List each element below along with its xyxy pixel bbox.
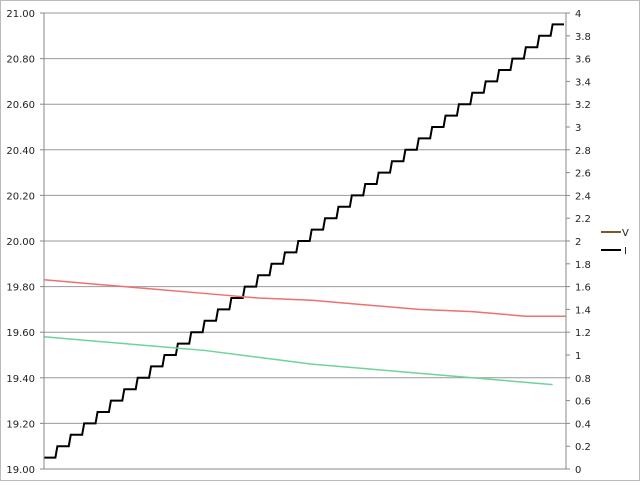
right-tick-label: 1.6 (575, 283, 591, 294)
left-tick-label: 19.40 (6, 374, 35, 385)
right-tick-label: 3.6 (575, 55, 591, 66)
right-tick-label: 0 (575, 465, 581, 476)
left-tick-label: 20.80 (6, 55, 35, 66)
right-tick-label: 1 (575, 351, 581, 362)
left-tick-label: 19.80 (6, 283, 35, 294)
left-tick-label: 20.00 (6, 237, 35, 248)
series-line-trace-1 (43, 279, 566, 317)
left-tick-label: 19.00 (6, 465, 35, 476)
series-group (43, 23, 566, 459)
legend-label-v: V (622, 228, 629, 239)
legend-label-i: I (624, 246, 627, 257)
left-tick-label: 19.60 (6, 328, 35, 339)
right-tick-label: 2.8 (575, 146, 591, 157)
right-tick-label: 1.8 (575, 260, 591, 271)
legend: V I (601, 228, 629, 257)
left-tick-label: 20.20 (6, 191, 35, 202)
right-tick-label: 3 (575, 123, 581, 134)
right-tick-label: 1.4 (575, 305, 591, 316)
right-tick-label: 1.2 (575, 328, 591, 339)
right-tick-label: 2.2 (575, 214, 591, 225)
right-tick-label: 0.4 (575, 419, 591, 430)
right-tick-label: 3.8 (575, 32, 591, 43)
series-line-trace-2 (43, 336, 553, 386)
right-axis-ticks: 0 0.2 0.4 0.6 0.8 1 1.2 1.4 1.6 1.8 2 2.2 2.4 2.6 2.8 3… (566, 9, 591, 476)
left-tick-label: 19.20 (6, 419, 35, 430)
left-tick-label: 20.60 (6, 100, 35, 111)
right-tick-label: 3.2 (575, 100, 591, 111)
gridlines (44, 12, 566, 424)
right-tick-label: 0.2 (575, 442, 591, 453)
right-tick-label: 2.6 (575, 169, 591, 180)
left-tick-label: 21.00 (6, 9, 35, 20)
series-line-I (44, 23, 564, 459)
right-tick-label: 2.4 (575, 191, 591, 202)
left-tick-label: 20.40 (6, 146, 35, 157)
right-tick-label: 3.4 (575, 77, 591, 88)
right-tick-label: 4 (575, 9, 581, 20)
right-tick-label: 2 (575, 237, 581, 248)
left-axis-ticks: 19.00 19.20 19.40 19.60 19.80 20.00 20.20 20.40… (6, 9, 44, 476)
right-tick-label: 0.8 (575, 374, 591, 385)
right-tick-label: 0.6 (575, 397, 591, 408)
